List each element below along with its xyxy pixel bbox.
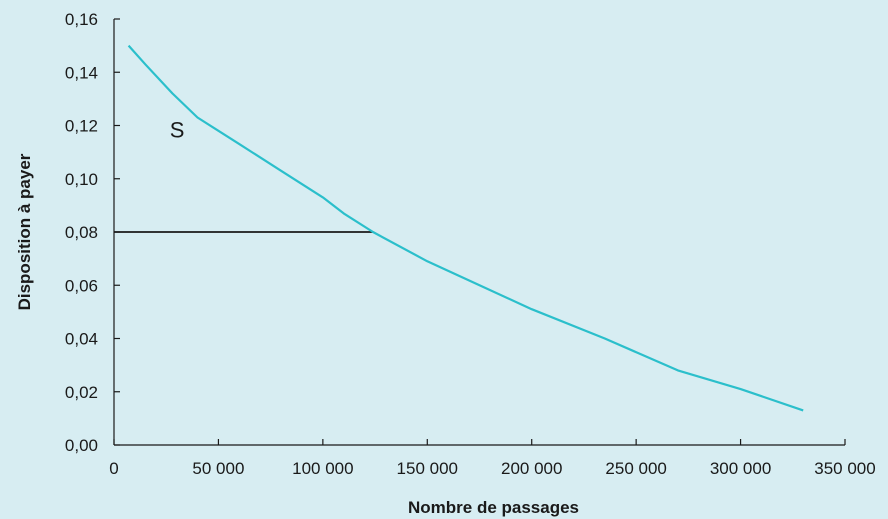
demand-curve <box>127 44 804 412</box>
y-tick-label: 0,16 <box>65 10 98 29</box>
y-tick-label: 0,10 <box>65 170 98 189</box>
y-ticks: 0,00 0,02 0,04 0,06 0,08 0,10 0,12 0,14 0,16 <box>65 10 120 455</box>
y-tick-label: 0,02 <box>65 383 98 402</box>
x-tick-label: 200 000 <box>501 459 562 478</box>
x-tick-label: 250 000 <box>605 459 666 478</box>
y-tick-label: 0,12 <box>65 117 98 136</box>
y-tick-label: 0,08 <box>65 223 98 242</box>
y-tick-label: 0,14 <box>65 63 98 82</box>
x-tick-label: 150 000 <box>397 459 458 478</box>
y-tick-label: 0,04 <box>65 330 98 349</box>
x-tick-label: 50 000 <box>192 459 244 478</box>
surplus-label: S <box>170 117 185 142</box>
y-tick-label: 0,00 <box>65 436 98 455</box>
x-tick-label: 300 000 <box>710 459 771 478</box>
y-tick-label: 0,06 <box>65 276 98 295</box>
y-axis-title: Disposition à payer <box>15 153 34 310</box>
x-ticks: 0 50 000 100 000 150 000 200 000 250 000 300 0… <box>109 439 876 478</box>
x-tick-label: 0 <box>109 459 118 478</box>
x-axis-title: Nombre de passages <box>408 498 579 517</box>
x-tick-label: 350 000 <box>814 459 875 478</box>
x-tick-label: 100 000 <box>292 459 353 478</box>
